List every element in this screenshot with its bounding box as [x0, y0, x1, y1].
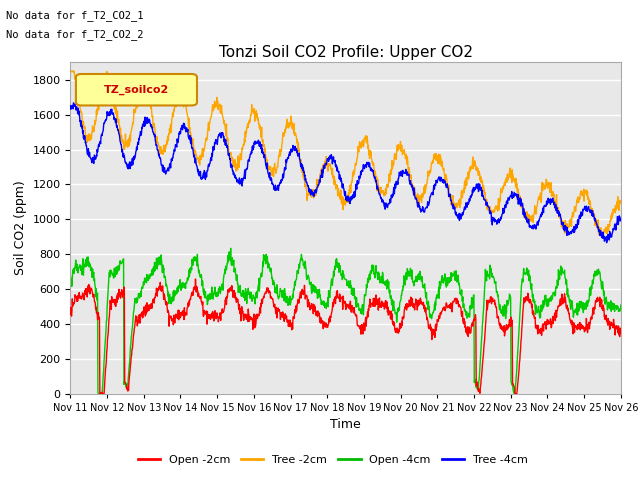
Y-axis label: Soil CO2 (ppm): Soil CO2 (ppm) — [14, 180, 27, 276]
Text: No data for f_T2_CO2_1: No data for f_T2_CO2_1 — [6, 10, 144, 21]
FancyBboxPatch shape — [76, 74, 197, 106]
X-axis label: Time: Time — [330, 418, 361, 431]
Text: No data for f_T2_CO2_2: No data for f_T2_CO2_2 — [6, 29, 144, 40]
Text: TZ_soilco2: TZ_soilco2 — [104, 84, 169, 95]
Title: Tonzi Soil CO2 Profile: Upper CO2: Tonzi Soil CO2 Profile: Upper CO2 — [219, 45, 472, 60]
Legend: Open -2cm, Tree -2cm, Open -4cm, Tree -4cm: Open -2cm, Tree -2cm, Open -4cm, Tree -4… — [133, 451, 532, 469]
